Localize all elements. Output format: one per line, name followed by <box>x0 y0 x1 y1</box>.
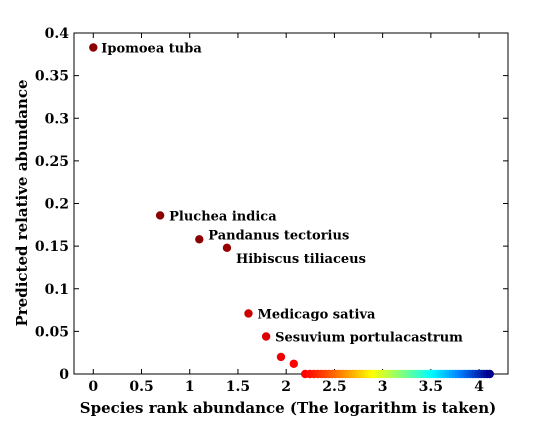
y-tick-label: 0.3 <box>45 111 69 127</box>
x-tick-label: 4 <box>474 379 484 395</box>
x-axis-label: Species rank abundance (The logarithm is… <box>80 399 496 417</box>
x-tick-label: 2.5 <box>322 379 346 395</box>
x-tick-label: 3.5 <box>419 379 443 395</box>
point-label: Medicago sativa <box>257 307 376 322</box>
data-point <box>195 235 204 244</box>
x-tick-label: 1 <box>185 379 195 395</box>
plot-frame <box>73 32 509 375</box>
x-tick-label: 1.5 <box>226 379 250 395</box>
y-tick-label: 0.25 <box>35 154 69 170</box>
x-tick-label: 2 <box>281 379 291 395</box>
y-axis-label: Predicted relative abundance <box>13 79 31 326</box>
point-annotations: Ipomoea tuba Pluchea indica Pandanus tecto… <box>101 41 463 345</box>
tail-data-point <box>485 369 494 379</box>
data-point <box>289 359 298 368</box>
x-tick-label: 0.5 <box>129 379 153 395</box>
point-label: Pandanus tectorius <box>208 228 349 243</box>
y-tick-label: 0.1 <box>45 282 69 298</box>
data-point <box>261 332 271 341</box>
y-tick-label: 0.15 <box>35 239 69 255</box>
point-label: Sesuvium portulacastrum <box>275 330 463 345</box>
point-label: Ipomoea tuba <box>101 41 202 56</box>
point-label: Hibiscus tiliaceus <box>236 252 366 267</box>
data-point <box>89 43 98 52</box>
data-point <box>276 352 286 362</box>
x-tick-label: 0 <box>88 379 98 395</box>
data-point <box>222 243 232 253</box>
data-point <box>244 309 253 318</box>
y-tick-label: 0.35 <box>35 69 69 85</box>
y-tick-label: 0.2 <box>45 197 69 213</box>
data-points <box>89 43 494 379</box>
y-tick-label: 0.4 <box>45 26 70 42</box>
data-point <box>155 211 165 220</box>
y-tick-label: 0.05 <box>35 324 69 340</box>
x-tick-label: 3 <box>378 379 388 395</box>
point-label: Pluchea indica <box>169 209 277 224</box>
tick-marks: 0 0.5 1 1.5 2 2.5 3 3.5 4 0 0.05 0.1 0.15 0.2 0.25 0.3 0… <box>35 26 508 395</box>
y-tick-label: 0 <box>59 367 69 383</box>
axes <box>73 32 509 375</box>
